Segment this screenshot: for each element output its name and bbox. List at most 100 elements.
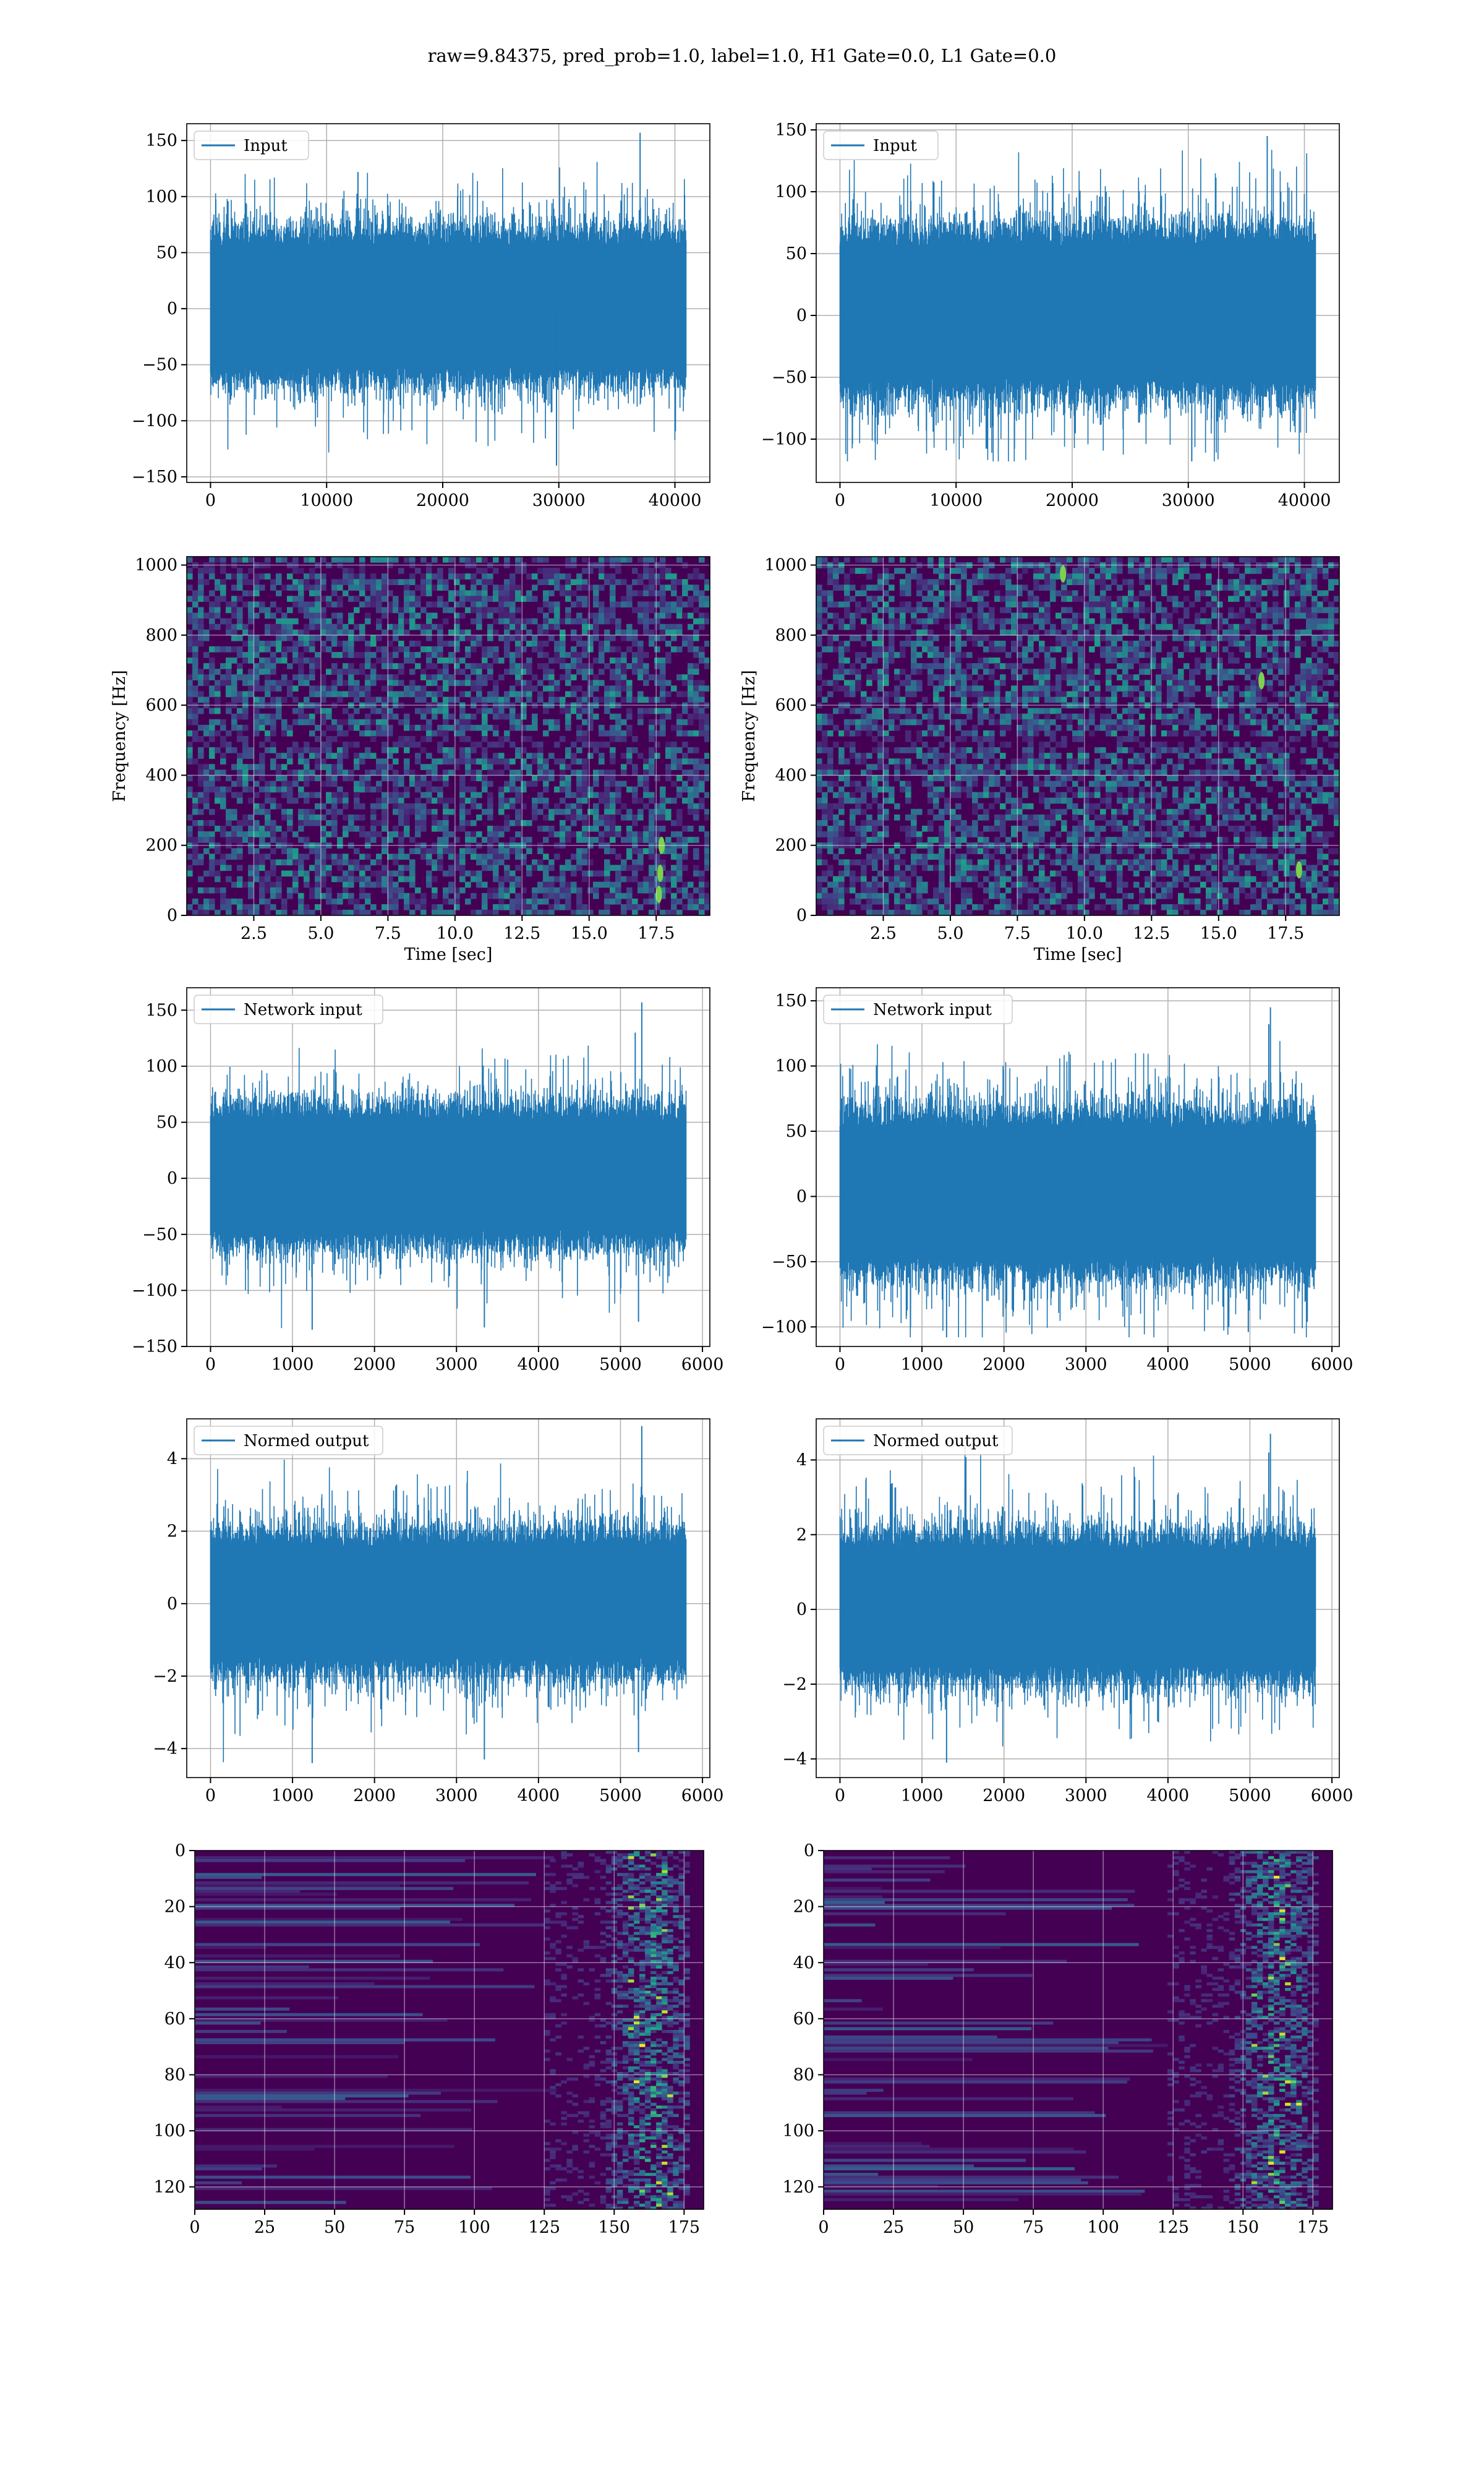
heatmap-cell (877, 669, 884, 675)
heatmap-cell (192, 663, 198, 669)
heatmap-cell (426, 680, 432, 687)
heatmap-cell (833, 898, 839, 905)
heatmap-cell (315, 691, 321, 698)
heatmap-cell (682, 674, 688, 680)
heatmap-cell (621, 685, 627, 692)
heatmap-cell (1005, 629, 1012, 636)
heatmap-cell (643, 708, 649, 714)
heatmap-cell (576, 792, 582, 798)
series-core-band (840, 255, 1316, 370)
heatmap-cell (972, 596, 978, 602)
heatmap-cell (448, 758, 454, 764)
heatmap-cell (198, 708, 204, 714)
heatmap-cell (487, 865, 493, 871)
heatmap-cell (593, 769, 599, 776)
heatmap-cell (198, 781, 204, 787)
heatmap-cell (337, 669, 343, 675)
heatmap-cell (654, 859, 660, 866)
heatmap-cell (265, 562, 271, 568)
heatmap-cell (393, 702, 399, 709)
heatmap-cell (861, 584, 867, 591)
heatmap-cell (582, 904, 588, 910)
heatmap-cell (660, 612, 666, 619)
heatmap-cell (498, 848, 505, 854)
heatmap-cell (454, 629, 460, 636)
heatmap-cell (265, 663, 271, 669)
heatmap-cell (1017, 562, 1023, 568)
heatmap-cell (833, 579, 839, 585)
heatmap-cell (343, 652, 349, 658)
heatmap-cell (270, 892, 276, 899)
heatmap-cell (387, 674, 393, 680)
heatmap-cell (1000, 876, 1006, 883)
heatmap-cell (504, 691, 510, 698)
heatmap-cell (281, 792, 288, 798)
heatmap-cell (498, 702, 505, 709)
heatmap-cell (576, 640, 582, 647)
heatmap-cell (615, 601, 621, 608)
heatmap-cell (315, 842, 321, 849)
heatmap-cell (660, 696, 666, 703)
heatmap-cell (198, 854, 204, 860)
heatmap-cell (688, 696, 694, 703)
heatmap-cell (320, 629, 326, 636)
heatmap-cell (599, 870, 605, 877)
heatmap-cell (660, 814, 666, 821)
heatmap-cell (827, 573, 834, 580)
heatmap-cell (927, 713, 934, 720)
heatmap-cell (393, 786, 399, 793)
heatmap-cell (365, 618, 371, 625)
heatmap-cell (626, 747, 633, 753)
heatmap-cell (515, 640, 521, 647)
heatmap-cell (850, 887, 856, 894)
heatmap-cell (237, 854, 243, 860)
heatmap-cell (482, 601, 488, 608)
heatmap-cell (955, 579, 962, 585)
heatmap-cell (911, 904, 917, 910)
heatmap-cell (632, 870, 638, 877)
heatmap-cell (343, 753, 349, 759)
heatmap-cell (532, 674, 538, 680)
heatmap-cell (704, 837, 710, 843)
heatmap-cell (532, 814, 538, 821)
heatmap-cell (1022, 826, 1028, 832)
heatmap-cell (504, 623, 510, 630)
heatmap-cell (593, 803, 599, 810)
heatmap-cell (983, 590, 989, 597)
heatmap-cell (872, 892, 878, 899)
heatmap-cell (671, 797, 677, 804)
heatmap-cell (270, 881, 276, 888)
heatmap-cell (465, 635, 471, 641)
heatmap-cell (927, 680, 934, 687)
heatmap-cell (382, 848, 388, 854)
heatmap-cell (443, 557, 449, 563)
heatmap-cell (459, 629, 466, 636)
heatmap-cell (950, 742, 956, 748)
heatmap-cell (838, 702, 845, 709)
heatmap-cell (833, 887, 839, 894)
heatmap-cell (465, 769, 471, 776)
heatmap-cell (866, 854, 872, 860)
heatmap-cell (693, 708, 699, 714)
heatmap-cell (916, 854, 923, 860)
heatmap-cell (682, 562, 688, 568)
heatmap-cell (861, 753, 867, 759)
heatmap-cell (343, 881, 349, 888)
heatmap-cell (198, 797, 204, 804)
heatmap-cell (203, 724, 210, 731)
heatmap-cell (905, 623, 911, 630)
heatmap-cell (905, 881, 911, 888)
heatmap-cell (654, 837, 660, 843)
heatmap-cell (872, 848, 878, 854)
heatmap-cell (604, 865, 610, 871)
heatmap-cell (476, 691, 482, 698)
heatmap-cell (822, 842, 828, 849)
heatmap-cell (287, 859, 293, 866)
heatmap-cell (443, 870, 449, 877)
heatmap-cell (688, 898, 694, 905)
heatmap-cell (587, 742, 594, 748)
heatmap-cell (437, 820, 443, 826)
heatmap-cell (576, 601, 582, 608)
heatmap-cell (621, 904, 627, 910)
heatmap-cell (292, 696, 299, 703)
